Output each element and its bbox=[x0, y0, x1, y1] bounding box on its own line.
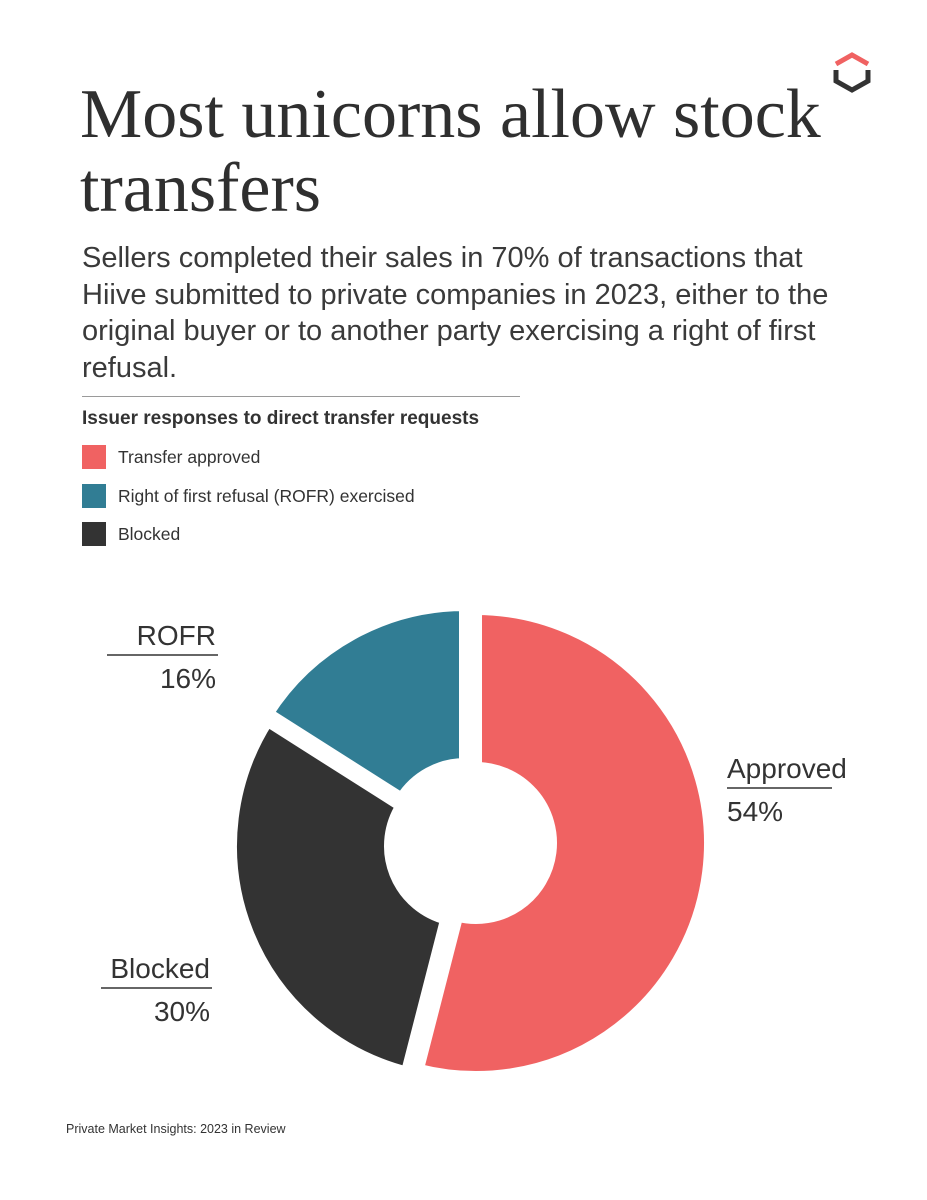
page-subtitle: Sellers completed their sales in 70% of … bbox=[82, 242, 829, 384]
divider bbox=[82, 396, 520, 397]
donut-slice-rofr bbox=[259, 598, 471, 808]
slice-label-rofr: ROFR bbox=[137, 620, 216, 651]
slice-value-rofr: 16% bbox=[160, 663, 216, 694]
hexagon-logo-icon bbox=[833, 52, 871, 93]
legend-swatch-rofr bbox=[82, 483, 106, 508]
legend-swatch-blocked bbox=[82, 522, 106, 546]
chart-title: Issuer responses to direct transfer requ… bbox=[82, 408, 480, 429]
source-footer: Private Market Insights: 2023 in Review bbox=[66, 1122, 286, 1136]
slice-value-blocked: 30% bbox=[154, 996, 210, 1027]
page-title: Most unicorns allow stock transfers bbox=[80, 76, 821, 227]
donut-slice-approved bbox=[410, 602, 716, 1083]
slice-label-approved: Approved bbox=[727, 753, 847, 784]
slice-value-approved: 54% bbox=[727, 796, 783, 827]
legend-label: Transfer approved bbox=[118, 447, 261, 467]
legend-label: Blocked bbox=[118, 524, 181, 544]
donut-slice-blocked bbox=[225, 712, 454, 1080]
legend-swatch-approved bbox=[82, 445, 106, 469]
legend-label: Right of first refusal (ROFR) exercised bbox=[118, 485, 415, 506]
slice-label-blocked: Blocked bbox=[110, 953, 210, 984]
